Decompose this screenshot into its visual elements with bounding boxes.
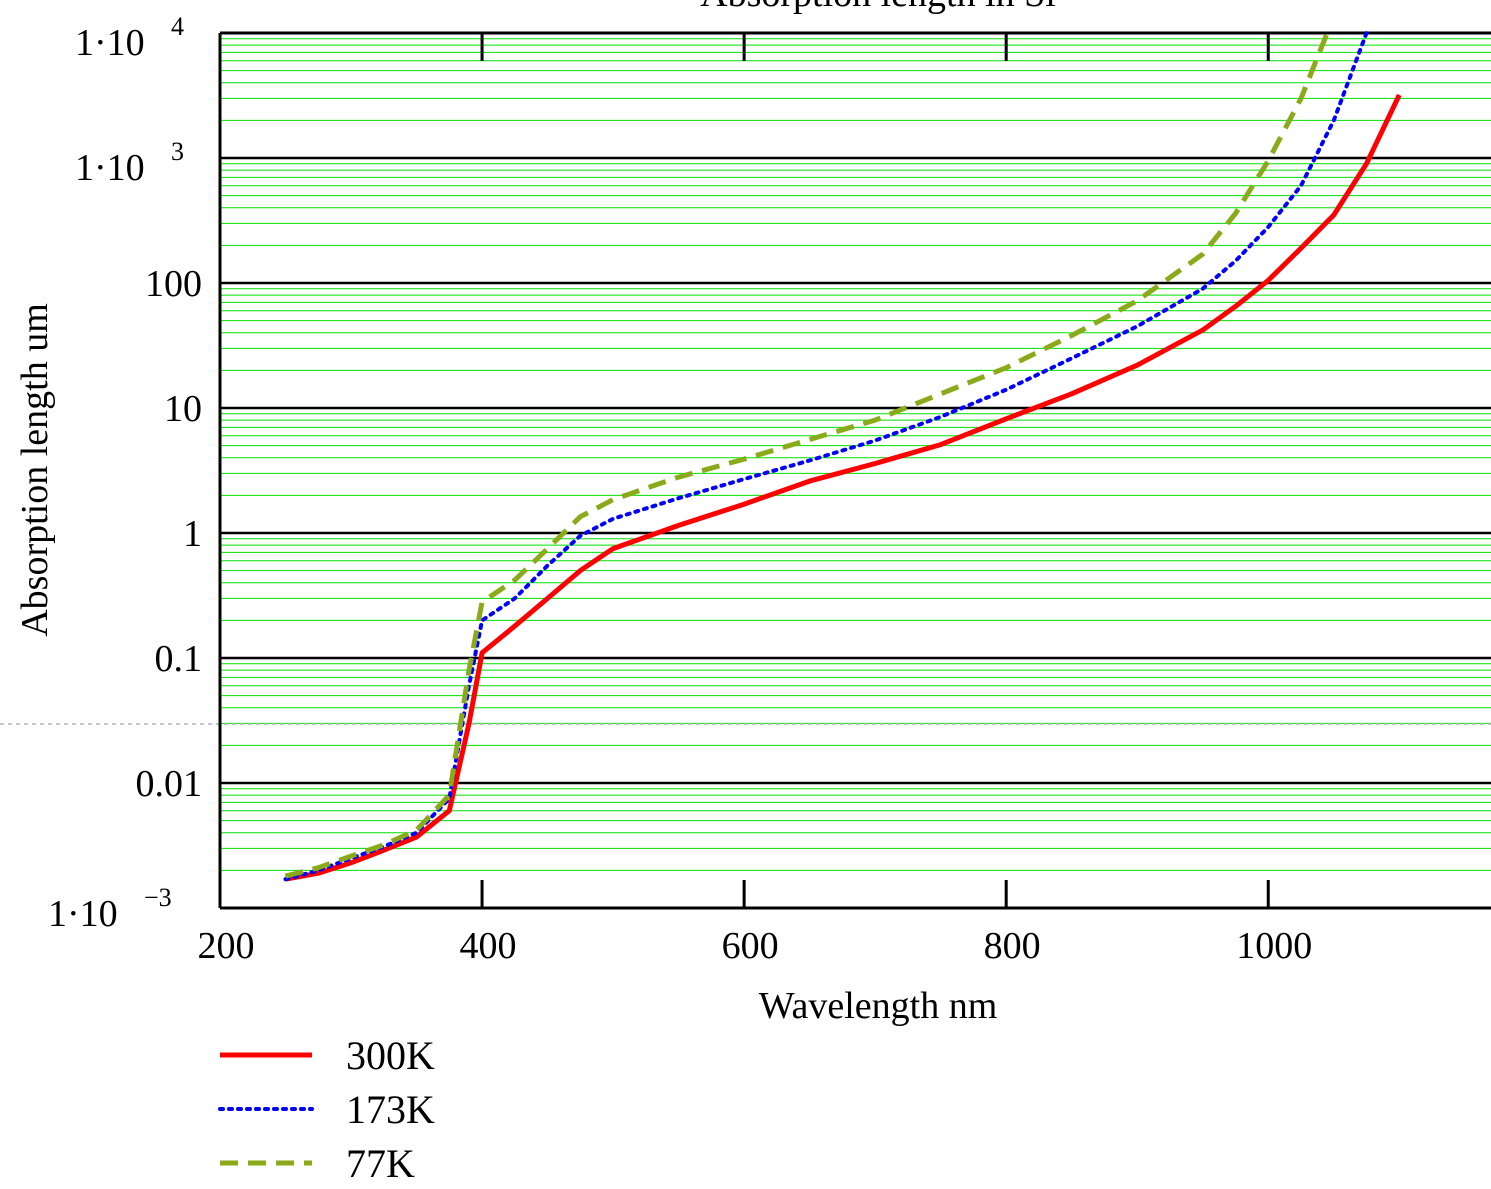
x-tick-label: 400 bbox=[460, 925, 517, 967]
y-tick-label: 1·10 4 bbox=[75, 12, 184, 64]
y-tick-exponent: 3 bbox=[171, 137, 184, 166]
x-tick-label: 1000 bbox=[1236, 925, 1312, 967]
x-tick-label: 600 bbox=[722, 925, 779, 967]
major-gridlines bbox=[220, 31, 1491, 785]
y-tick-label: 1 bbox=[183, 513, 202, 555]
y-tick-exponent: −3 bbox=[144, 883, 172, 912]
legend-label-173k: 173K bbox=[346, 1087, 435, 1132]
y-tick-label: 100 bbox=[145, 263, 202, 305]
legend: 300K 173K 77K bbox=[218, 1033, 435, 1186]
minor-gridlines bbox=[220, 38, 1491, 871]
y-tick-label: 10 bbox=[164, 388, 202, 430]
y-axis-title: Absorption length um bbox=[14, 303, 56, 637]
series-line-300k bbox=[285, 93, 1402, 882]
x-axis-title: Wavelength nm bbox=[759, 985, 998, 1027]
series-line-77k bbox=[284, 32, 1330, 879]
series-line-173k bbox=[283, 31, 1369, 882]
x-tick-marks bbox=[480, 33, 1270, 908]
y-tick-exponent: 4 bbox=[171, 12, 184, 41]
legend-label-300k: 300K bbox=[346, 1033, 435, 1078]
y-tick-label: 1·10 −3 bbox=[48, 883, 172, 935]
y-tick-mantissa: 1·10 bbox=[75, 22, 145, 64]
y-tick-label: 1·10 3 bbox=[75, 137, 184, 189]
y-tick-mantissa: 1·10 bbox=[75, 147, 145, 189]
x-tick-label: 800 bbox=[984, 925, 1041, 967]
y-tick-label: 0.01 bbox=[136, 763, 203, 805]
x-tick-labels: 200 400 600 800 1000 bbox=[198, 925, 1313, 967]
x-tick-label: 200 bbox=[198, 925, 255, 967]
chart-title: Absorption length in Si bbox=[700, 0, 1056, 15]
y-tick-label: 0.1 bbox=[155, 638, 203, 680]
y-tick-mantissa: 1·10 bbox=[48, 893, 118, 935]
plot-axes bbox=[218, 31, 1491, 910]
y-tick-labels: 1·10 −3 0.01 0.1 1 10 100 1·10 3 1·10 4 bbox=[48, 12, 202, 935]
series-lines bbox=[283, 31, 1402, 882]
legend-label-77k: 77K bbox=[346, 1141, 415, 1186]
